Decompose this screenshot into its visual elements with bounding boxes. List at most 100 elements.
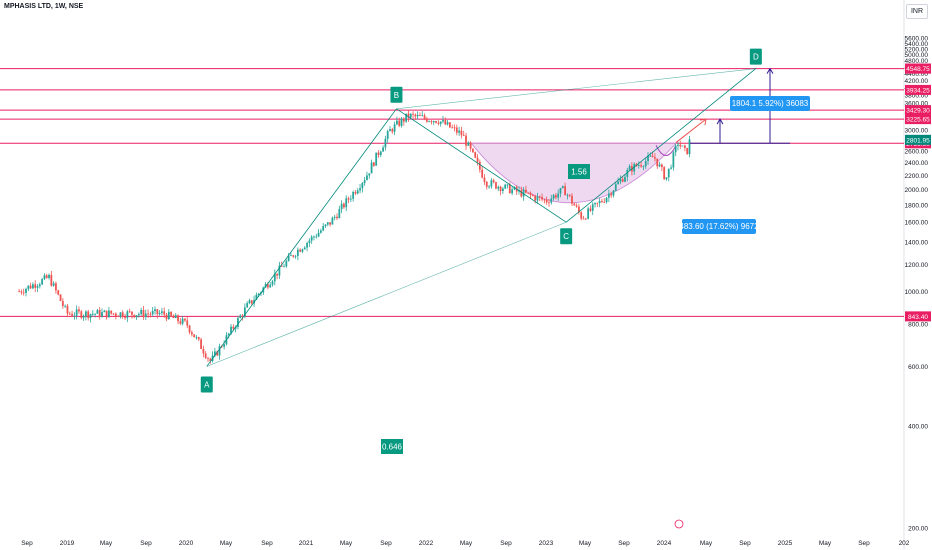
candle-body: [336, 216, 338, 219]
x-tick-label: Sep: [618, 540, 630, 547]
bd-ratio-line: [396, 68, 756, 110]
price-level-badge: 3934.25: [905, 84, 931, 95]
candle-body: [660, 164, 663, 168]
candle-body: [20, 291, 23, 293]
candle-body: [444, 120, 447, 125]
candle-body: [319, 230, 322, 233]
candle-body: [382, 147, 384, 152]
price-level-badge-label: 3429.30: [906, 108, 930, 115]
candle-body: [543, 199, 546, 201]
ratio-box-bd-text: 1.56: [571, 168, 587, 177]
candle-body: [82, 316, 85, 318]
candle-body: [338, 209, 341, 219]
candle-body: [163, 311, 166, 315]
candle-body: [108, 310, 110, 318]
candle-body: [587, 208, 590, 219]
candle-body: [363, 180, 366, 184]
x-tick-label: Sep: [380, 540, 392, 547]
candle-body: [428, 121, 431, 122]
y-tick-label: 4400.00: [905, 71, 929, 78]
candle-body: [94, 313, 97, 315]
candle-body: [354, 192, 357, 194]
candle-body: [451, 127, 454, 129]
currency-button[interactable]: INR: [906, 4, 928, 19]
candle-body: [665, 177, 668, 180]
candle-body: [617, 181, 619, 185]
ratio-box-ac-text: 0.646: [382, 443, 403, 452]
candle-body: [71, 313, 73, 316]
candle-body: [481, 169, 484, 178]
price-level-badge: 3225.65: [905, 114, 931, 125]
candle-body: [151, 310, 154, 315]
candle-body: [437, 122, 440, 124]
candle-body: [105, 310, 108, 318]
candle-body: [329, 222, 331, 225]
candle-body: [202, 348, 205, 354]
candle-body: [177, 315, 179, 322]
candle-body: [52, 283, 55, 286]
candle-body: [246, 303, 249, 308]
x-tick-label: May: [460, 540, 473, 547]
candle-body: [601, 200, 603, 202]
candle-body: [315, 236, 318, 238]
y-tick-label: 3000.00: [905, 127, 929, 134]
candle-body: [612, 190, 615, 196]
candle-body: [103, 310, 106, 313]
candle-body: [126, 311, 129, 318]
candle-body: [545, 199, 548, 203]
candle-body: [626, 170, 629, 177]
point-label-a: A: [200, 376, 213, 393]
candle-body: [640, 165, 643, 167]
cd-leg-line: [565, 68, 757, 223]
candle-body: [264, 284, 267, 288]
candle-body: [290, 255, 292, 257]
x-tick-label: 2021: [299, 540, 314, 547]
candle-body: [66, 305, 69, 314]
candle-body: [343, 203, 345, 208]
candle-body: [525, 189, 527, 193]
candle-body: [296, 249, 299, 256]
candle-body: [679, 144, 682, 147]
candle-body: [43, 275, 46, 280]
candle-body: [499, 186, 502, 192]
candle-body: [490, 180, 493, 187]
x-tick-label: Sep: [500, 540, 512, 547]
x-tick-label: 2025: [778, 540, 793, 547]
y-tick-label: 5200.00: [905, 46, 929, 53]
candle-body: [458, 130, 461, 133]
candle-body: [435, 121, 437, 123]
candle-body: [654, 157, 656, 159]
candle-body: [209, 358, 212, 361]
candle-body: [596, 202, 599, 204]
candle-body: [485, 181, 488, 187]
ratio-box-bd-bg: [568, 164, 590, 179]
candle-body: [137, 314, 140, 316]
candle-body: [610, 193, 613, 196]
x-tick-label: 2023: [539, 540, 554, 547]
candle-body: [414, 114, 417, 117]
candle-body: [651, 155, 654, 158]
candle-body: [147, 313, 149, 315]
projection-arrow-head: [699, 118, 707, 126]
candle-body: [144, 313, 147, 317]
x-tick-label: May: [100, 540, 113, 547]
candle-body: [167, 311, 170, 320]
candle-body: [301, 249, 304, 252]
candle-body: [575, 205, 578, 207]
candle-body: [161, 311, 163, 314]
candle-body: [389, 129, 391, 132]
current-price-badge-bg: [905, 134, 931, 145]
y-tick-label: 3600.00: [905, 100, 929, 107]
candle-body: [571, 195, 573, 204]
candle-body: [605, 197, 608, 203]
candle-body: [497, 186, 500, 189]
candle-body: [131, 311, 133, 315]
candle-body: [529, 192, 532, 196]
candle-body: [266, 284, 269, 288]
candle-body: [419, 114, 421, 116]
candle-body: [455, 127, 458, 133]
candle-body: [686, 147, 689, 155]
candle-body: [96, 310, 99, 314]
price-level-badge-bg: [905, 84, 931, 95]
